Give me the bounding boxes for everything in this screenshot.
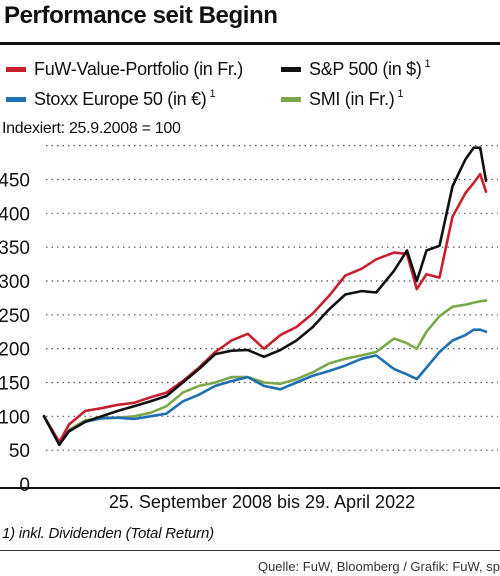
footer-divider <box>0 550 500 551</box>
y-tick-label: 0 <box>19 475 30 496</box>
y-tick-label: 350 <box>0 238 30 259</box>
legend-label: S&P 500 (in $) <box>309 58 422 79</box>
y-tick-label: 200 <box>0 340 30 361</box>
y-tick-label: 100 <box>0 407 30 428</box>
series-line-smi-in-fr <box>42 299 488 447</box>
legend-label: SMI (in Fr.) <box>309 88 395 109</box>
legend-item-stoxx-europe-50: Stoxx Europe 50 (in €) 1 <box>6 88 216 110</box>
legend-swatch <box>281 66 301 72</box>
legend-swatch <box>6 96 26 102</box>
legend-item-fuw-value-portfolio: FuW-Value-Portfolio (in Fr.) <box>6 58 243 80</box>
series-line-fuw-value-portfolio-in-fr <box>42 172 488 444</box>
y-tick-label: 450 <box>0 170 30 191</box>
legend-label: Stoxx Europe 50 (in €) <box>34 88 207 109</box>
y-tick-label: 150 <box>0 373 30 394</box>
y-tick-label: 250 <box>0 306 30 327</box>
legend-footnote-mark: 1 <box>397 88 404 100</box>
legend-swatch <box>6 66 26 72</box>
y-tick-label: 400 <box>0 204 30 225</box>
x-axis-label: 25. September 2008 bis 29. April 2022 <box>109 492 415 512</box>
series-line-stoxx-europe-50-in <box>42 328 488 445</box>
legend-swatch <box>281 96 301 102</box>
y-tick-label: 50 <box>9 441 30 462</box>
index-note: Indexiert: 25.9.2008 = 100 <box>2 120 181 137</box>
y-tick-label: 300 <box>0 272 30 293</box>
legend-item-smi: SMI (in Fr.) 1 <box>281 88 404 110</box>
legend-footnote-mark: 1 <box>209 88 216 100</box>
legend-label: FuW-Value-Portfolio (in Fr.) <box>34 58 243 79</box>
source-note: Quelle: FuW, Bloomberg / Grafik: FuW, sp <box>257 559 500 574</box>
line-chart: 0 50 100 150 200 250 300 350 400 450 25. September… <box>0 145 500 512</box>
legend-footnote-mark: 1 <box>424 58 431 70</box>
chart-title: Performance seit Beginn <box>4 2 278 29</box>
legend-item-sp500: S&P 500 (in $) 1 <box>281 58 431 80</box>
series-line-s-p-500-in <box>42 146 488 447</box>
footnote: 1) inkl. Dividenden (Total Return) <box>2 525 214 542</box>
title-divider <box>0 42 500 45</box>
